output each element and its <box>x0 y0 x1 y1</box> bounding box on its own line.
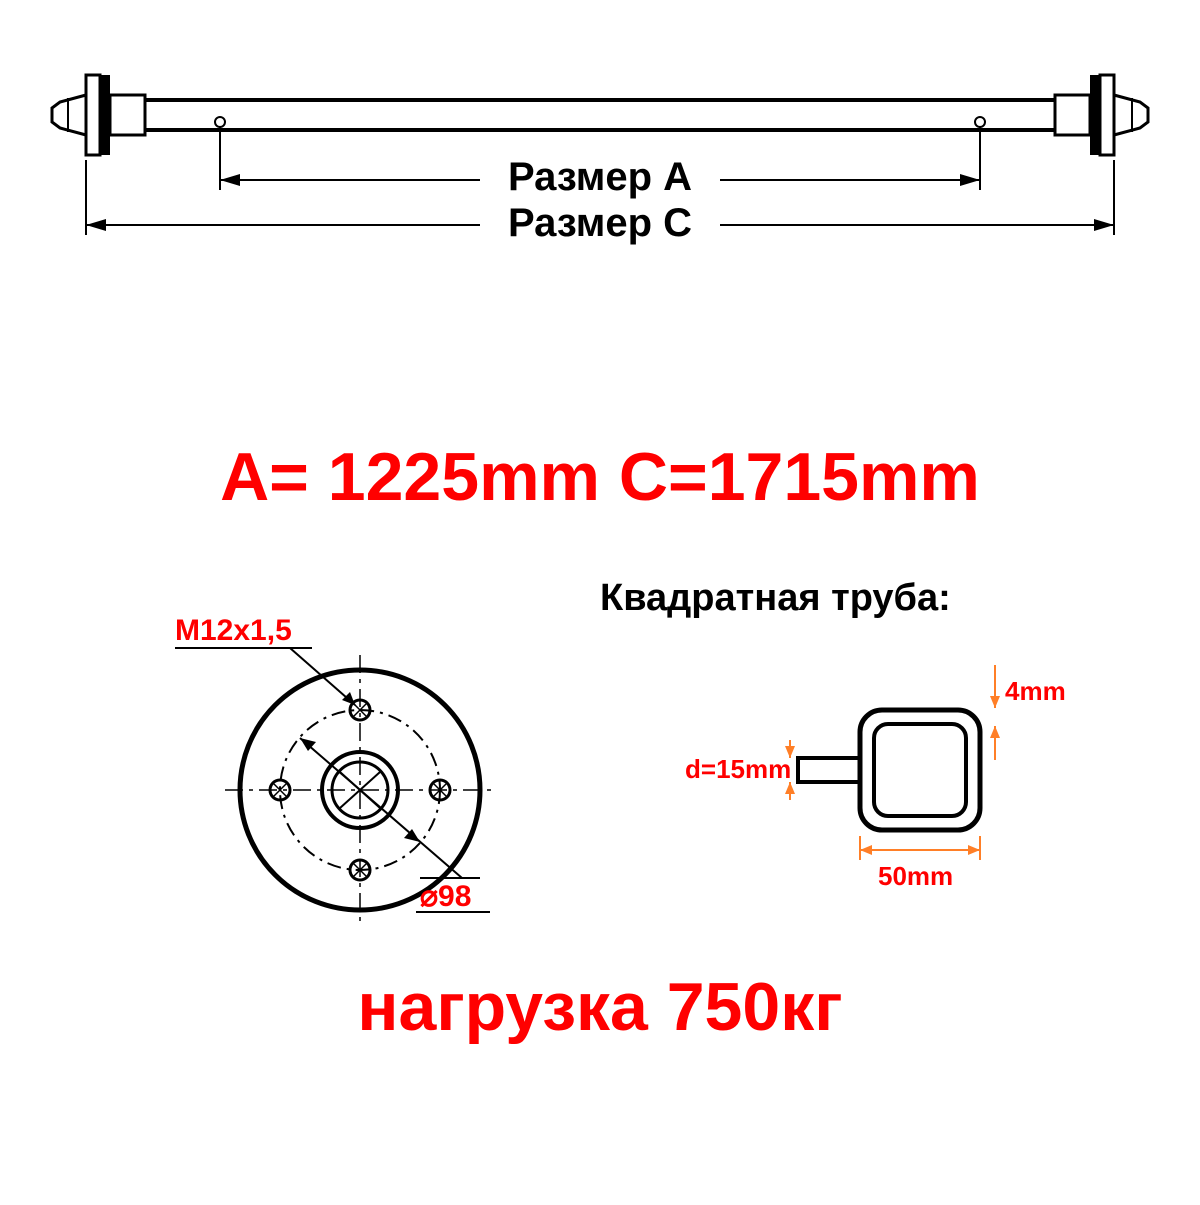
tube-width-label: 50mm <box>878 861 953 891</box>
dim-c-label: Размер С <box>508 201 692 245</box>
hub-front-view: M12x1,5 ⌀98 <box>175 614 495 925</box>
axle-side-view: Размер А Размер С <box>52 75 1148 245</box>
load-rating: нагрузка 750кг <box>357 969 842 1045</box>
tube-thickness-label: 4mm <box>1005 676 1066 706</box>
main-dimensions: A= 1225mm C=1715mm <box>220 439 980 515</box>
tube-cross-section: Квадратная труба: d=15mm 4mm 50mm <box>600 577 1066 891</box>
thread-label: M12x1,5 <box>175 614 292 647</box>
tube-d-label: d=15mm <box>685 754 791 784</box>
bolt-diameter-label: ⌀98 <box>420 880 471 913</box>
diagram-svg: Размер А Размер С A= 1225mm C=1715mm <box>0 0 1200 1200</box>
technical-diagram: Размер А Размер С A= 1225mm C=1715mm <box>0 0 1200 1200</box>
dim-a-label: Размер А <box>508 155 692 199</box>
tube-title: Квадратная труба: <box>600 577 951 619</box>
